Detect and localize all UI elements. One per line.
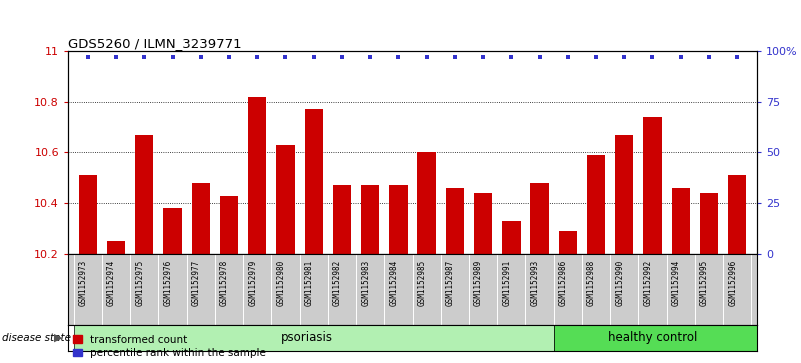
Bar [332, 185, 351, 254]
Bar [417, 152, 436, 254]
Text: GSM1152993: GSM1152993 [530, 260, 540, 306]
Text: GSM1152987: GSM1152987 [446, 260, 455, 306]
Text: GSM1152984: GSM1152984 [389, 260, 398, 306]
Text: GSM1152994: GSM1152994 [672, 260, 681, 306]
Text: GSM1152973: GSM1152973 [78, 260, 88, 306]
Text: ▶: ▶ [54, 333, 62, 343]
Bar [276, 145, 295, 254]
Text: GSM1152990: GSM1152990 [615, 260, 624, 306]
Bar [135, 135, 154, 254]
Bar [700, 193, 718, 254]
Bar [219, 196, 238, 254]
Bar [502, 221, 521, 254]
Bar [248, 97, 267, 254]
Bar [558, 231, 577, 254]
Text: GSM1152988: GSM1152988 [587, 260, 596, 306]
Text: GSM1152974: GSM1152974 [107, 260, 116, 306]
Bar [671, 188, 690, 254]
Legend: transformed count, percentile rank within the sample: transformed count, percentile rank withi… [74, 335, 266, 358]
Text: GSM1152977: GSM1152977 [191, 260, 201, 306]
Text: psoriasis: psoriasis [280, 331, 332, 344]
Text: GSM1152981: GSM1152981 [304, 260, 314, 306]
Bar [728, 175, 747, 254]
Text: GSM1152986: GSM1152986 [559, 260, 568, 306]
Text: GSM1152979: GSM1152979 [248, 260, 257, 306]
Text: GSM1152996: GSM1152996 [728, 260, 737, 306]
Bar [530, 183, 549, 254]
Bar [445, 188, 464, 254]
Bar [389, 185, 408, 254]
Bar [163, 208, 182, 254]
Text: GDS5260 / ILMN_3239771: GDS5260 / ILMN_3239771 [68, 37, 242, 50]
Text: GSM1152982: GSM1152982 [333, 260, 342, 306]
Bar [191, 183, 210, 254]
Bar [615, 135, 634, 254]
Bar [643, 117, 662, 254]
Bar [304, 109, 323, 254]
Text: GSM1152995: GSM1152995 [700, 260, 709, 306]
Text: GSM1152976: GSM1152976 [163, 260, 172, 306]
Text: GSM1152978: GSM1152978 [220, 260, 229, 306]
Text: healthy control: healthy control [608, 331, 697, 344]
Bar [587, 155, 606, 254]
Text: GSM1152989: GSM1152989 [474, 260, 483, 306]
Text: GSM1152991: GSM1152991 [502, 260, 511, 306]
Text: disease state: disease state [2, 333, 70, 343]
Text: GSM1152975: GSM1152975 [135, 260, 144, 306]
Text: GSM1152983: GSM1152983 [361, 260, 370, 306]
Bar [474, 193, 493, 254]
Bar [107, 241, 125, 254]
Bar [74, 325, 553, 351]
Bar [553, 325, 757, 351]
Bar [78, 175, 97, 254]
Bar [361, 185, 380, 254]
Text: GSM1152980: GSM1152980 [276, 260, 285, 306]
Text: GSM1152985: GSM1152985 [417, 260, 427, 306]
Text: GSM1152992: GSM1152992 [643, 260, 653, 306]
